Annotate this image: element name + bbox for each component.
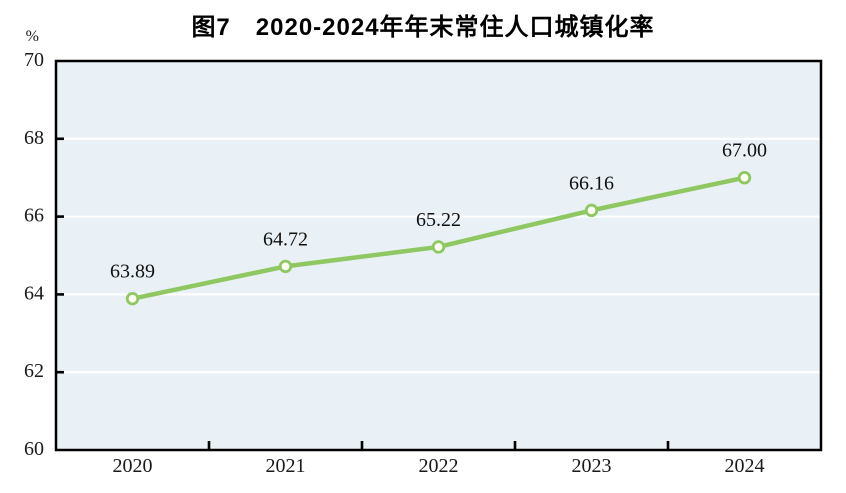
y-axis-tick-label: 68 [24,127,44,149]
x-axis-category-label: 2020 [113,455,153,477]
y-axis-tick-label: 62 [24,360,44,382]
data-point-label: 63.89 [110,261,155,283]
data-point-marker [431,240,446,254]
data-point-marker [125,291,140,306]
plot-border [54,59,823,452]
y-axis-tick-label: 60 [24,438,44,460]
data-point-label: 67.00 [722,140,767,162]
y-axis-tick-label: 66 [24,205,44,227]
plot-background [56,61,821,450]
data-point-marker [737,170,752,185]
x-axis-category-label: 2022 [419,455,459,477]
data-point-label: 66.16 [569,172,614,194]
y-axis-tick-label: 64 [24,282,44,304]
y-axis-unit-label: % [26,28,39,45]
data-point-label: 64.72 [263,228,308,250]
x-axis-category-label: 2021 [266,455,306,477]
data-point-label: 65.22 [416,209,461,231]
chart-title: 图7 2020-2024年年末常住人口城镇化率 [191,14,655,41]
x-axis-category-label: 2023 [572,455,612,477]
x-axis-category-label: 2024 [725,455,765,477]
data-point-marker [584,203,599,218]
y-axis-tick-label: 70 [24,49,44,71]
data-point-marker [278,259,293,274]
plot-root: 60 62 64 66 68 70% 2020 2021 2022 2023 2024 63.89 64… [24,28,823,477]
